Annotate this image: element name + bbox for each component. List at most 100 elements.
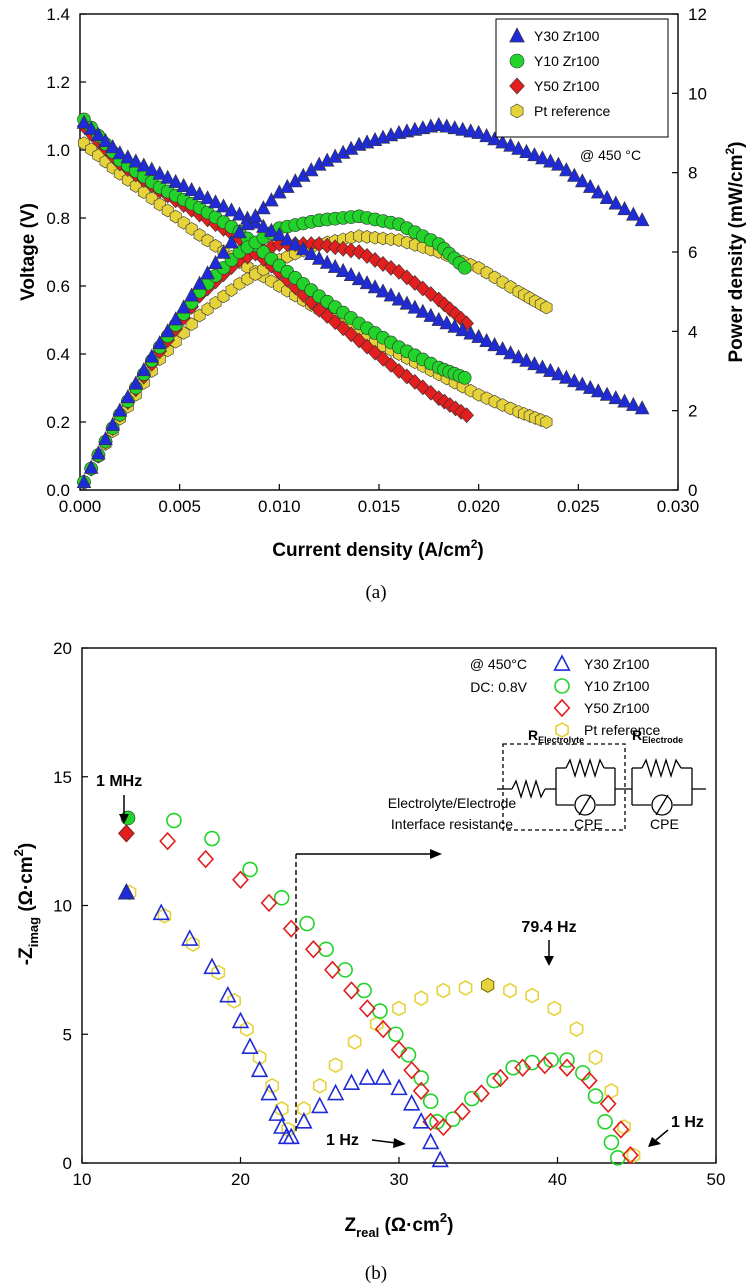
data-point [197, 849, 215, 869]
data-point [374, 1068, 392, 1085]
data-point [112, 402, 128, 417]
data-point [431, 291, 447, 308]
panel-a-caption: (a) [365, 582, 386, 603]
equivalent-circuit [497, 743, 706, 831]
data-point [599, 189, 615, 204]
panel-b-x-ticks: 10 20 30 40 50 [73, 1157, 725, 1189]
data-point [422, 1132, 440, 1150]
data-point [547, 1000, 562, 1017]
data-point [486, 1072, 502, 1089]
data-point [128, 375, 144, 390]
data-point [495, 341, 510, 356]
data-point [588, 1049, 603, 1066]
annotation-interface-line2: Interface resistance [391, 816, 513, 832]
data-point [479, 128, 494, 143]
data-point [176, 299, 191, 314]
data-point [268, 1104, 286, 1121]
legend-label: Y30 Zr100 [584, 656, 650, 672]
data-point [375, 283, 391, 298]
interface-arrow-head [430, 849, 442, 859]
circuit-cpe-electrolyte [574, 794, 596, 816]
data-point [337, 962, 353, 978]
panel-b-y-tick-label: 5 [63, 1025, 72, 1044]
data-point [342, 1073, 361, 1091]
data-point [83, 120, 99, 135]
data-point [208, 194, 223, 209]
data-point [356, 982, 372, 999]
arrow-1hz-left-head [393, 1138, 406, 1148]
data-point [112, 145, 128, 160]
panel-a-y2-tick-label: 2 [688, 402, 697, 421]
panel-b-x-axis-label: Zreal (Ω·cm2) [345, 1210, 454, 1240]
data-point [232, 870, 249, 889]
legend-marker-triangle [509, 27, 525, 43]
panel-b-y-axis-label: -Zimag (Ω·cm2) [11, 843, 41, 965]
panel-a-y-tick-label: 0.0 [46, 481, 70, 500]
data-point [626, 206, 641, 221]
data-point [211, 964, 226, 981]
panel-a-y-tick-label: 1.2 [46, 73, 70, 92]
data-point [459, 407, 474, 424]
data-point [241, 1037, 259, 1054]
legend-label: Pt reference [584, 722, 660, 738]
data-point [91, 126, 106, 141]
data-point [203, 957, 221, 975]
data-point [76, 114, 92, 129]
data-point [374, 1019, 392, 1039]
data-point [423, 286, 439, 302]
data-point [204, 830, 220, 847]
data-point [335, 262, 351, 277]
data-point [599, 1094, 617, 1114]
legend-marker-triangle [553, 654, 571, 671]
panel-a-y2-axis-label: Power density (mW/cm2) [723, 141, 747, 362]
data-point [403, 1061, 421, 1080]
panel-a-y-tick-label: 0.2 [46, 413, 70, 432]
legend-label: Y30 Zr100 [534, 28, 600, 44]
data-point [390, 1078, 408, 1096]
data-point [567, 167, 582, 182]
data-point [434, 1117, 452, 1137]
arrow-79hz-head [544, 956, 554, 966]
data-point [224, 234, 239, 249]
panel-b-y-ticks: 0 5 10 15 20 [53, 639, 88, 1173]
legend-label: Y10 Zr100 [584, 678, 650, 694]
data-point [282, 1127, 300, 1145]
panel-a-x-tick-label: 0.025 [557, 497, 600, 516]
data-point [519, 352, 534, 367]
data-point [295, 241, 311, 256]
data-point [273, 889, 290, 906]
data-point [200, 190, 215, 205]
data-point [184, 287, 199, 302]
panel-a-y-tick-label: 0.6 [46, 277, 70, 296]
panel-a-y2-tick-label: 8 [688, 164, 697, 183]
data-point [240, 216, 255, 231]
data-point [181, 929, 199, 946]
data-point [471, 328, 486, 343]
data-point [558, 1058, 576, 1077]
data-point [152, 335, 168, 350]
data-point [216, 198, 231, 213]
data-point [391, 291, 407, 306]
series-y30-zr100-power [76, 116, 650, 488]
panel-a-y-tick-label: 0.8 [46, 209, 70, 228]
legend-marker-diamond [553, 698, 571, 718]
data-point [582, 379, 598, 394]
data-point [590, 383, 606, 398]
panel-a-legend-box [495, 18, 669, 138]
data-point [445, 1111, 461, 1128]
series-y30-zr100 [117, 882, 449, 1168]
data-point [120, 149, 136, 164]
panel-a-y2-tick-label: 12 [688, 5, 707, 24]
data-point [503, 345, 518, 360]
data-point [105, 139, 121, 154]
data-point [511, 349, 526, 364]
data-point [260, 893, 278, 913]
data-point [612, 1120, 630, 1139]
data-point [423, 307, 439, 322]
data-point [543, 362, 558, 377]
data-point [590, 184, 606, 199]
panel-a-temperature-note: @ 450 °C [580, 147, 641, 163]
data-point [599, 386, 615, 401]
panel-a-x-tick-label: 0.010 [258, 497, 301, 516]
circuit-dashed-box [502, 743, 626, 831]
